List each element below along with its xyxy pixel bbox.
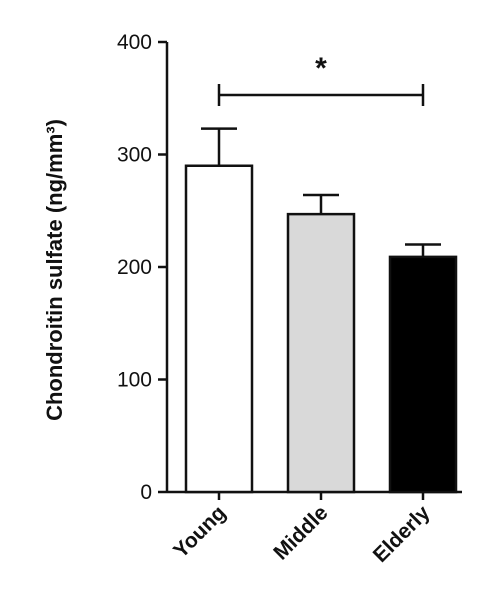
y-tick-label: 100 <box>117 369 152 392</box>
y-axis-label: Chondroitin sulfate (ng/mm³) <box>42 119 67 421</box>
x-tick-label-elderly: Elderly <box>369 501 435 567</box>
bar-elderly <box>388 255 458 494</box>
y-tick-label: 400 <box>117 31 152 54</box>
bars <box>184 127 458 494</box>
bar-young <box>184 164 254 494</box>
significance-annotation: * <box>217 52 425 106</box>
x-tick-label-middle: Middle <box>269 501 332 564</box>
y-tick-label: 200 <box>117 256 152 279</box>
bar-middle <box>286 212 356 494</box>
x-tick-label-young: Young <box>169 501 230 562</box>
y-tick-label: 0 <box>140 481 152 504</box>
y-tick-label: 300 <box>117 144 152 167</box>
significance-label: * <box>315 52 327 85</box>
